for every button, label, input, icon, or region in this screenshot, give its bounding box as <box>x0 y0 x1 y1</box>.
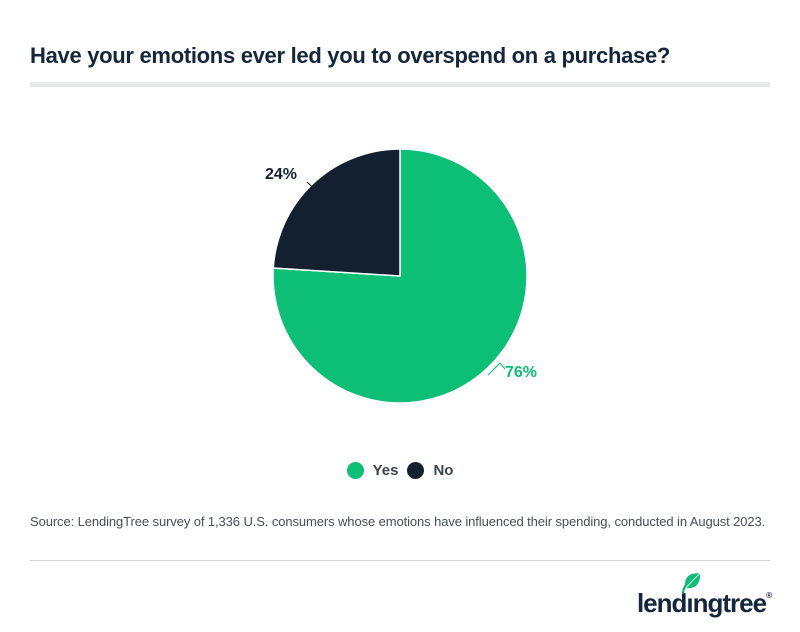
pie-data-label-yes: 76% <box>505 364 537 381</box>
pie-slice-yes[interactable] <box>272 148 528 404</box>
lendingtree-logo: lendıngtree® <box>636 573 772 623</box>
chart-legend: Yes No <box>0 455 800 485</box>
legend-label-yes: Yes <box>372 461 399 479</box>
pie-slice-no[interactable] <box>272 148 401 277</box>
registered-mark: ® <box>766 591 772 600</box>
legend-item-no[interactable]: No <box>407 461 454 479</box>
logo-text: lendıngtree <box>636 588 767 618</box>
pie-chart-svg: 76% 24% <box>265 148 537 404</box>
pie-label-connector-no <box>306 181 321 195</box>
legend-item-yes[interactable]: Yes <box>346 461 399 479</box>
source-note: Source: LendingTree survey of 1,336 U.S.… <box>30 514 766 529</box>
pie-label-connector-yes <box>487 362 506 376</box>
legend-swatch-no <box>407 461 425 479</box>
title-divider <box>30 82 770 87</box>
page-title: Have your emotions ever led you to overs… <box>30 43 671 68</box>
footer-divider <box>30 560 770 561</box>
leaf-icon <box>681 573 701 594</box>
pie-data-label-no: 24% <box>265 166 297 183</box>
legend-label-no: No <box>433 461 454 479</box>
legend-swatch-yes <box>346 461 364 479</box>
pie-chart: 76% 24% <box>240 136 560 416</box>
